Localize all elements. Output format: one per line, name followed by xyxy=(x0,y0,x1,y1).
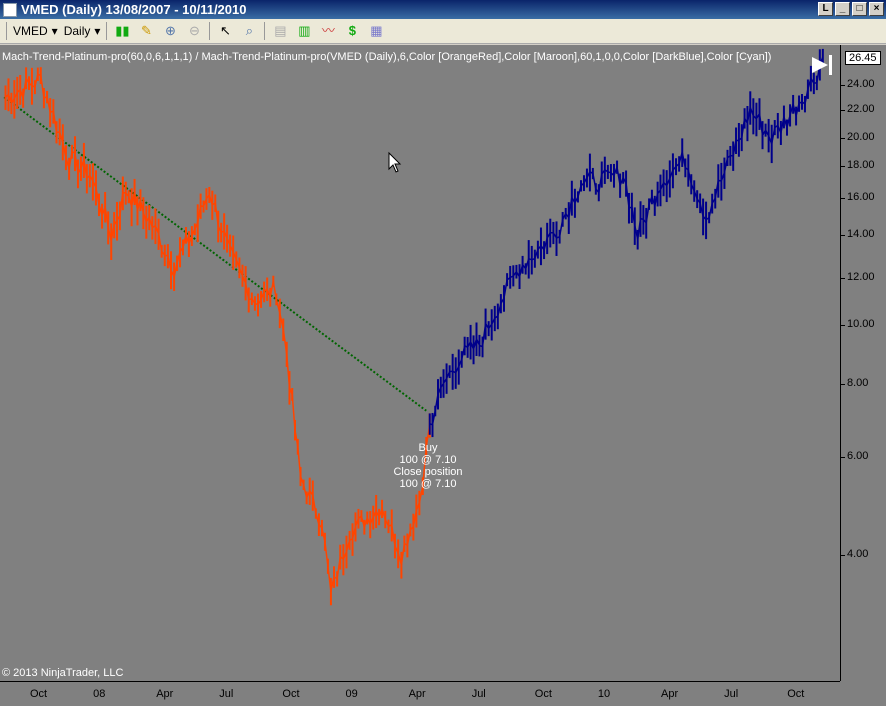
time-tick-label: Apr xyxy=(156,688,174,700)
buy-label: Buy xyxy=(418,442,438,454)
downtrend-series xyxy=(4,73,431,592)
trend-line xyxy=(3,96,427,412)
price-tick-label: 20.00 xyxy=(847,131,875,143)
time-tick-label: Jul xyxy=(724,688,739,700)
close-label: Close position xyxy=(393,466,463,478)
price-tick xyxy=(841,138,845,139)
zoom-out-icon[interactable]: ⊖ xyxy=(188,23,200,38)
price-tick xyxy=(841,278,845,279)
time-tick-label: 09 xyxy=(345,688,358,700)
time-tick-label: Oct xyxy=(30,688,48,700)
price-tick xyxy=(841,110,845,111)
copyright: © 2013 NinjaTrader, LLC xyxy=(2,667,124,679)
time-tick-label: Oct xyxy=(787,688,805,700)
toolbar: VMED ▾ Daily ▾ ▮▮ ✎ ⊕ ⊖ ↖ ⌕ ▤ ▥ 〰 $ ▦ xyxy=(0,19,886,44)
time-tick-label: Apr xyxy=(661,688,679,700)
instrument-dropdown[interactable]: VMED ▾ xyxy=(13,24,58,38)
mouse-cursor-icon xyxy=(388,151,402,173)
last-price-marker: 26.45 xyxy=(845,51,881,65)
price-tick xyxy=(841,235,845,236)
price-chart[interactable]: Mach-Trend-Platinum-pro(60,0,6,1,1,1) / … xyxy=(0,45,886,706)
price-tick-label: 18.00 xyxy=(847,159,875,171)
divider xyxy=(209,22,211,40)
indicators-icon[interactable]: 〰 xyxy=(321,23,335,38)
play-arrow-icon[interactable] xyxy=(812,57,828,73)
trade-annotation: Buy 100 @ 7.10 Close position 100 @ 7.10 xyxy=(390,442,466,490)
maximize-button[interactable]: □ xyxy=(852,2,867,16)
time-tick-label: 08 xyxy=(93,688,106,700)
price-tick xyxy=(841,85,845,86)
buy-fill-label: 100 @ 7.10 xyxy=(399,454,457,466)
close-button[interactable]: × xyxy=(869,2,884,16)
price-tick-label: 16.00 xyxy=(847,191,875,203)
candlestick-icon[interactable]: ▮▮ xyxy=(115,23,130,38)
price-tick-label: 14.00 xyxy=(847,228,875,240)
magnifier-icon[interactable]: ⌕ xyxy=(245,23,254,38)
price-tick xyxy=(841,166,845,167)
price-tick-label: 10.00 xyxy=(847,318,875,330)
time-tick-label: 10 xyxy=(597,688,611,700)
price-tick-label: 22.00 xyxy=(847,103,875,115)
price-tick xyxy=(841,384,845,385)
window-title: VMED (Daily) 13/08/2007 - 10/11/2010 xyxy=(21,2,247,17)
price-tick xyxy=(841,457,845,458)
dropdown-arrow-icon: ▾ xyxy=(51,24,58,38)
end-bar-icon xyxy=(829,55,832,75)
bar-chart-icon[interactable]: ▥ xyxy=(298,23,311,38)
price-tick-label: 4.00 xyxy=(847,548,869,560)
price-tick xyxy=(841,555,845,556)
time-axis[interactable]: Oct 08 Apr Jul Oct 09 Apr Jul Oct 10 Apr Jul Oct xyxy=(0,681,840,706)
price-tick xyxy=(841,198,845,199)
uptrend-series xyxy=(429,56,824,426)
time-tick-label: Oct xyxy=(282,688,300,700)
price-tick-label: 12.00 xyxy=(847,271,875,283)
divider xyxy=(106,22,108,40)
instrument-label: VMED xyxy=(13,24,48,38)
close-fill-label: 100 @ 7.10 xyxy=(399,478,457,490)
time-tick-label: Jul xyxy=(471,688,486,700)
time-tick-label: Apr xyxy=(408,688,426,700)
time-tick-label: Jul xyxy=(219,688,234,700)
cursor-icon[interactable]: ↖ xyxy=(219,23,231,38)
chart-app-icon xyxy=(3,2,17,17)
price-tick xyxy=(841,325,845,326)
link-button[interactable]: L xyxy=(818,2,833,16)
price-tick-label: 24.00 xyxy=(847,78,875,90)
price-axis[interactable]: 24.00 22.00 20.00 18.00 16.00 14.00 12.00 10.00… xyxy=(840,45,886,681)
interval-label: Daily xyxy=(63,24,91,38)
minimize-button[interactable]: _ xyxy=(835,2,850,16)
data-box-icon[interactable]: ▤ xyxy=(274,23,287,38)
divider xyxy=(264,22,266,40)
properties-icon[interactable]: ▦ xyxy=(370,23,383,38)
interval-dropdown[interactable]: Daily ▾ xyxy=(64,24,101,38)
title-bar: VMED (Daily) 13/08/2007 - 10/11/2010 L _… xyxy=(0,0,886,19)
plot-area xyxy=(3,48,832,606)
price-tick-label: 8.00 xyxy=(847,377,869,389)
indicator-label: Mach-Trend-Platinum-pro(60,0,6,1,1,1) / … xyxy=(2,51,772,63)
pencil-icon[interactable]: ✎ xyxy=(140,23,152,38)
zoom-in-icon[interactable]: ⊕ xyxy=(164,23,176,38)
strategy-icon[interactable]: $ xyxy=(348,23,357,38)
dropdown-arrow-icon: ▾ xyxy=(94,24,101,38)
time-tick-label: Oct xyxy=(534,688,552,700)
divider xyxy=(6,22,7,40)
price-tick-label: 6.00 xyxy=(847,450,869,462)
